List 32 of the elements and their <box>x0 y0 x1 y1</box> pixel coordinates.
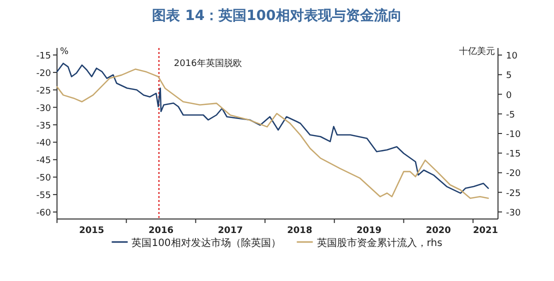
x-tick-label: 2016 <box>148 226 174 236</box>
y-tick-label: -55 <box>36 191 51 202</box>
chart-title: 图表 14：英国100相对表现与资金流向 <box>152 7 402 24</box>
y2-tick-label: 0 <box>506 90 512 101</box>
x-tick-label: 2015 <box>79 226 104 236</box>
y-axis-title: % <box>60 47 69 57</box>
ref-line-label: 2016年英国脱欧 <box>174 58 242 69</box>
x-tick-label: 2018 <box>287 226 312 236</box>
y-tick-label: -20 <box>36 68 52 79</box>
x-tick-label: 2019 <box>356 226 382 236</box>
y2-tick-label: -30 <box>506 208 521 218</box>
y2-tick-label: -5 <box>506 110 515 120</box>
y2-tick-label: -10 <box>506 130 521 140</box>
y-tick-label: -45 <box>36 156 51 166</box>
y2-tick-label: -15 <box>506 150 521 160</box>
y-tick-label: -30 <box>36 104 52 114</box>
x-tick-label: 2017 <box>218 226 243 236</box>
y-tick-label: -60 <box>36 208 52 219</box>
y2-axis-title: 十亿美元 <box>459 46 495 57</box>
y-tick-label: -40 <box>36 138 52 149</box>
y-tick-label: -35 <box>36 121 51 132</box>
x-tick-label: 2020 <box>426 226 451 236</box>
legend-label: 英国股市资金累计流入，rhs <box>316 237 442 249</box>
y2-tick-label: 10 <box>506 52 518 62</box>
y2-tick-label: -20 <box>506 169 521 180</box>
x-tick-label: 2021 <box>472 226 498 236</box>
legend-label: 英国100相对发达市场（除英国） <box>132 237 281 249</box>
y-tick-label: -25 <box>36 86 51 96</box>
y-tick-label: -15 <box>36 51 51 62</box>
y2-tick-label: -25 <box>506 188 521 199</box>
y-tick-label: -50 <box>36 174 52 184</box>
y2-tick-label: 5 <box>506 71 512 82</box>
